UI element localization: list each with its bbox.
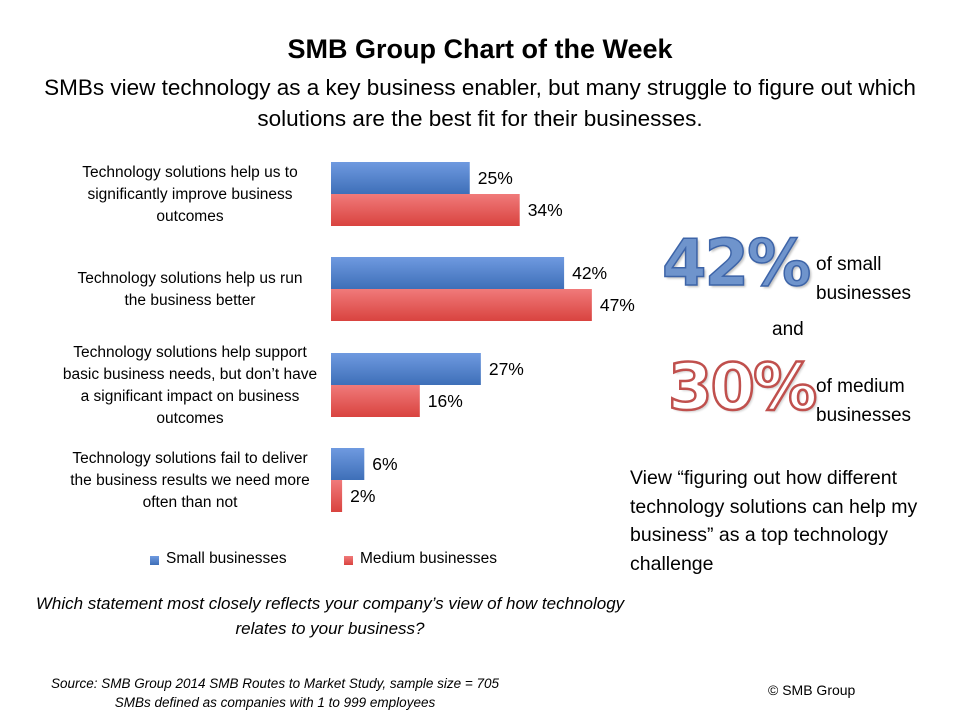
category-label-line: the business results we need more: [70, 472, 310, 489]
category-label-line: basic business needs, but don’t have: [63, 366, 317, 383]
category-label-line: often than not: [143, 494, 238, 511]
category-label-line: a significant impact on business: [81, 388, 300, 405]
medium-stat-desc: of medium businesses: [816, 372, 911, 430]
category-label-0: Technology solutions help us to significa…: [82, 164, 297, 225]
category-label-line: Technology solutions help us run: [78, 270, 303, 287]
small-stat-desc: of small businesses: [816, 250, 911, 308]
bar-medium-3: [331, 480, 343, 512]
small-stat-desc-line-2: businesses: [816, 283, 912, 304]
bar-label-medium-0: 34%: [528, 200, 563, 220]
bar-medium-1: [331, 289, 592, 321]
bar-label-small-2: 27%: [489, 359, 524, 379]
category-label-line: Technology solutions help us to: [82, 164, 297, 181]
chart-title: SMB Group Chart of the Week: [287, 34, 673, 64]
bar-label-medium-1: 47%: [600, 295, 635, 315]
challenge-text: View “figuring out how different technol…: [630, 467, 918, 575]
category-label-line: Technology solutions help support: [73, 344, 307, 361]
category-label-line: Technology solutions fail to deliver: [72, 450, 307, 467]
source-line-2: SMBs defined as companies with 1 to 999 …: [114, 695, 436, 710]
legend-swatch-medium: [344, 556, 353, 565]
bar-small-3: [331, 448, 365, 480]
medium-stat-desc-line-1: of medium: [816, 376, 905, 397]
copyright: © SMB Group: [768, 682, 856, 698]
medium-stat: 30%: [667, 351, 819, 425]
bar-small-2: [331, 353, 481, 385]
medium-stat-desc-line-2: businesses: [816, 405, 912, 426]
survey-question: Which statement most closely reflects yo…: [35, 594, 625, 638]
category-label-line: the business better: [125, 292, 256, 309]
legend-label-small: Small businesses: [166, 550, 287, 567]
bar-label-small-3: 6%: [372, 454, 397, 474]
small-stat: 42%: [661, 227, 812, 301]
and-text: and: [772, 319, 804, 340]
bar-label-small-1: 42%: [572, 263, 607, 283]
legend-item-small: Small businesses: [150, 550, 287, 568]
bar-medium-0: [331, 194, 520, 226]
legend-swatch-small: [150, 556, 159, 565]
category-label-line: significantly improve business: [87, 186, 292, 203]
source-line-1: Source: SMB Group 2014 SMB Routes to Mar…: [50, 676, 500, 691]
category-label-line: outcomes: [156, 208, 223, 225]
bar-small-1: [331, 257, 565, 289]
bar-label-medium-2: 16%: [428, 391, 463, 411]
source-note: Source: SMB Group 2014 SMB Routes to Mar…: [20, 674, 530, 712]
bar-medium-2: [331, 385, 420, 417]
chart-subtitle: SMBs view technology as a key business e…: [44, 75, 916, 131]
legend-item-medium: Medium businesses: [344, 550, 497, 568]
small-stat-desc-line-1: of small: [816, 254, 882, 275]
category-label-3: Technology solutions fail to deliver the …: [70, 450, 310, 511]
bar-small-0: [331, 162, 470, 194]
category-label-2: Technology solutions help support basic b…: [63, 344, 317, 427]
legend-label-medium: Medium businesses: [360, 550, 497, 567]
category-label-line: outcomes: [156, 410, 223, 427]
bar-label-small-0: 25%: [478, 168, 513, 188]
category-label-1: Technology solutions help us run the busi…: [78, 270, 303, 309]
bar-label-medium-3: 2%: [350, 486, 375, 506]
